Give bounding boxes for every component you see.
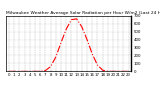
Text: Milwaukee Weather Average Solar Radiation per Hour W/m2 (Last 24 Hours): Milwaukee Weather Average Solar Radiatio… (6, 11, 160, 15)
